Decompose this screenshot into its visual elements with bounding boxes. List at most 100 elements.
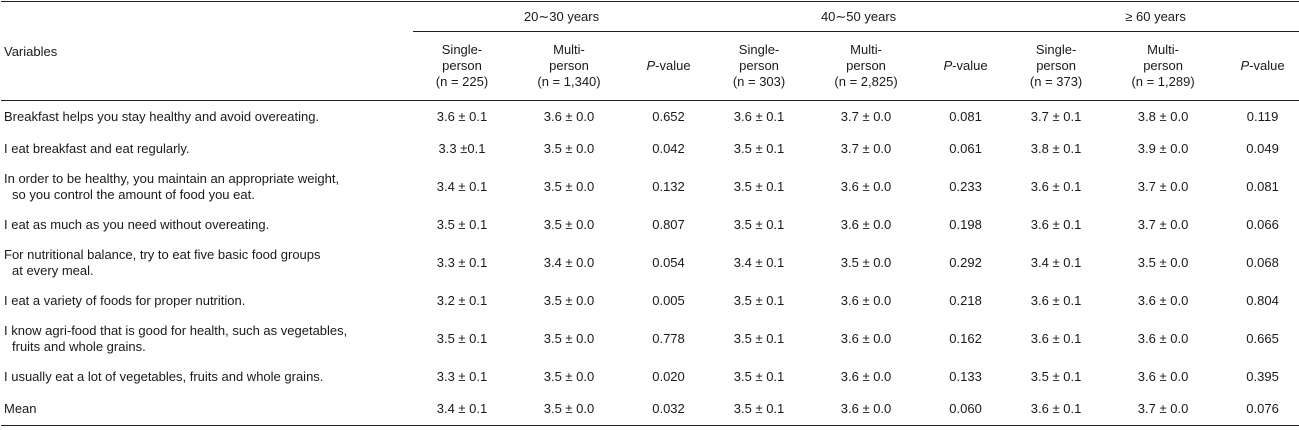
- multi-n: (n = 1,340): [537, 74, 601, 89]
- multi-value-cell: 3.5 ± 0.0: [543, 331, 595, 346]
- single-value-cell: 3.5 ± 0.1: [710, 393, 809, 426]
- single-value-cell: 3.5 ± 0.1: [733, 293, 785, 308]
- single-value-cell: 3.6 ± 0.1: [1030, 217, 1082, 232]
- single-value-cell: 3.4 ± 0.1: [436, 179, 488, 194]
- p-rest: -value: [1249, 58, 1285, 73]
- single-person-header: Single-person (n = 225): [413, 31, 511, 101]
- multi-value-cell: 3.8 ± 0.0: [1137, 109, 1189, 124]
- single-value-cell: 3.6 ± 0.1: [1030, 293, 1082, 308]
- row-label-line: I eat breakfast and eat regularly.: [4, 141, 190, 156]
- group-header-60-plus: ≥ 60 years: [1007, 1, 1299, 32]
- row-label-line: I eat as much as you need without overea…: [4, 217, 270, 232]
- row-label-line: In order to be healthy, you maintain an …: [4, 171, 340, 186]
- p-value-cell: 0.066: [1246, 217, 1279, 232]
- row-label: Breakfast helps you stay healthy and avo…: [1, 101, 413, 134]
- group-header-20-30: 20∼30 years: [413, 1, 711, 32]
- single-value-cell: 3.3 ± 0.1: [436, 255, 488, 270]
- group-header-40-50: 40∼50 years: [710, 1, 1008, 32]
- p-value-cell: 0.061: [949, 141, 982, 156]
- multi-value-cell: 3.6 ± 0.0: [840, 217, 892, 232]
- p-value-header: P-value: [1221, 31, 1299, 101]
- p-value-cell: 0.652: [652, 109, 685, 124]
- multi-value-cell: 3.5 ± 0.0: [1137, 255, 1189, 270]
- row-label: Mean: [1, 393, 413, 426]
- multi-label-line2: person: [846, 58, 886, 73]
- row-label: In order to be healthy, you maintain an …: [1, 165, 413, 209]
- row-label-line: so you control the amount of food you ea…: [12, 187, 255, 202]
- p-value-cell: 0.081: [949, 109, 982, 124]
- multi-value-cell: 3.9 ± 0.0: [1137, 141, 1189, 156]
- row-label: I know agri-food that is good for health…: [1, 317, 413, 361]
- single-value-cell: 3.6 ± 0.1: [1030, 179, 1082, 194]
- multi-label-line1: Multi-: [553, 42, 585, 57]
- multi-value-cell: 3.6 ± 0.0: [840, 369, 892, 384]
- multi-value-cell: 3.6 ± 0.0: [840, 331, 892, 346]
- row-label-line: I usually eat a lot of vegetables, fruit…: [4, 369, 324, 384]
- table-row: Breakfast helps you stay healthy and avo…: [1, 101, 1299, 134]
- p-value-cell: 0.233: [949, 179, 982, 194]
- row-label: I eat as much as you need without overea…: [1, 209, 413, 241]
- multi-value-cell: 3.6 ± 0.0: [808, 393, 925, 426]
- multi-value-cell: 3.7 ± 0.0: [1105, 393, 1222, 426]
- single-value-cell: 3.7 ± 0.1: [1030, 109, 1082, 124]
- p-value-cell: 0.068: [1246, 255, 1279, 270]
- p-value-cell: 0.804: [1246, 293, 1279, 308]
- p-value-cell: 0.162: [949, 331, 982, 346]
- row-label-line: fruits and whole grains.: [12, 339, 146, 354]
- p-value-cell: 0.133: [949, 369, 982, 384]
- single-label-line1: Single-: [1035, 42, 1077, 57]
- multi-label-line1: Multi-: [1147, 42, 1179, 57]
- multi-value-cell: 3.6 ± 0.0: [840, 293, 892, 308]
- p-value-cell: 0.032: [627, 393, 711, 426]
- single-value-cell: 3.5 ± 0.1: [436, 331, 488, 346]
- table-body: Breakfast helps you stay healthy and avo…: [1, 101, 1299, 426]
- single-value-cell: 3.6 ± 0.1: [1030, 331, 1082, 346]
- single-value-cell: 3.2 ± 0.1: [436, 293, 488, 308]
- single-n: (n = 303): [732, 74, 786, 89]
- multi-value-cell: 3.6 ± 0.0: [840, 179, 892, 194]
- p-value-cell: 0.132: [652, 179, 685, 194]
- single-label-line2: person: [442, 58, 482, 73]
- multi-person-header: Multi-person (n = 1,340): [511, 31, 627, 101]
- table-row: In order to be healthy, you maintain an …: [1, 165, 1299, 209]
- single-n: (n = 225): [435, 74, 489, 89]
- single-value-cell: 3.5 ± 0.1: [733, 369, 785, 384]
- p-italic: P: [1240, 58, 1250, 73]
- single-value-cell: 3.5 ± 0.1: [733, 331, 785, 346]
- p-rest: -value: [655, 58, 691, 73]
- p-value-cell: 0.020: [652, 369, 685, 384]
- single-value-cell: 3.6 ± 0.1: [733, 109, 785, 124]
- single-value-cell: 3.4 ± 0.1: [1030, 255, 1082, 270]
- multi-label-line1: Multi-: [850, 42, 882, 57]
- row-label: I eat breakfast and eat regularly.: [1, 133, 413, 165]
- p-value-cell: 0.665: [1246, 331, 1279, 346]
- p-value-cell: 0.081: [1246, 179, 1279, 194]
- multi-n: (n = 2,825): [834, 74, 898, 89]
- multi-label-line2: person: [1143, 58, 1183, 73]
- p-italic: P: [646, 58, 656, 73]
- table-row: Mean 3.4 ± 0.1 3.5 ± 0.0 0.032 3.5 ± 0.1 3.6 …: [1, 393, 1299, 426]
- multi-person-header: Multi-person (n = 2,825): [808, 31, 925, 101]
- table-header: Variables 20∼30 years 40∼50 years ≥ 60 y…: [1, 1, 1299, 101]
- single-value-cell: 3.5 ± 0.1: [436, 217, 488, 232]
- sub-header-row: Single-person (n = 225) Multi-person (n = 1…: [1, 31, 1299, 101]
- p-value-cell: 0.218: [949, 293, 982, 308]
- multi-value-cell: 3.6 ± 0.0: [1137, 369, 1189, 384]
- multi-value-cell: 3.5 ± 0.0: [543, 141, 595, 156]
- multi-value-cell: 3.7 ± 0.0: [1137, 179, 1189, 194]
- table-row: I eat as much as you need without overea…: [1, 209, 1299, 241]
- single-value-cell: 3.5 ± 0.1: [733, 217, 785, 232]
- single-value-cell: 3.3 ± 0.1: [436, 369, 488, 384]
- single-label-line2: person: [739, 58, 779, 73]
- row-label-line: For nutritional balance, try to eat five…: [4, 247, 321, 262]
- multi-value-cell: 3.7 ± 0.0: [1137, 217, 1189, 232]
- multi-value-cell: 3.5 ± 0.0: [543, 217, 595, 232]
- single-value-cell: 3.5 ± 0.1: [1030, 369, 1082, 384]
- single-value-cell: 3.4 ± 0.1: [733, 255, 785, 270]
- p-value-cell: 0.198: [949, 217, 982, 232]
- single-value-cell: 3.3 ±0.1: [438, 141, 486, 156]
- row-label-line: I eat a variety of foods for proper nutr…: [4, 293, 246, 308]
- multi-value-cell: 3.5 ± 0.0: [543, 179, 595, 194]
- single-value-cell: 3.5 ± 0.1: [733, 141, 785, 156]
- single-person-header: Single-person (n = 303): [710, 31, 809, 101]
